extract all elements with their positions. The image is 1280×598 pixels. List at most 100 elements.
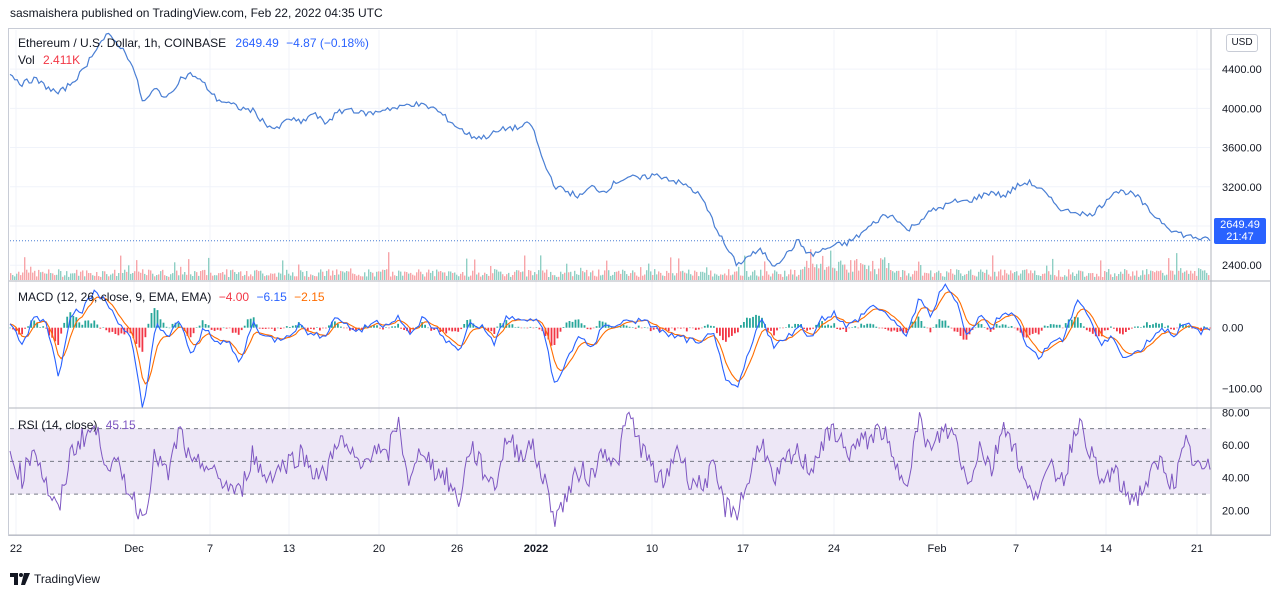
volume-bar: [1022, 270, 1024, 280]
macd-histogram-bar: [328, 325, 330, 328]
macd-histogram-bar: [382, 327, 384, 330]
volume-bar: [932, 276, 934, 280]
volume-bar: [272, 273, 274, 280]
macd-histogram-bar: [505, 320, 508, 328]
volume-bar: [202, 270, 204, 280]
macd-histogram-bar: [884, 327, 887, 329]
macd-histogram-bar: [448, 327, 451, 331]
macd-histogram-bar: [258, 327, 261, 329]
volume-bar: [984, 272, 986, 280]
volume-bar: [676, 273, 678, 280]
volume-bar: [1140, 275, 1142, 280]
volume-bar: [1190, 270, 1192, 280]
volume-bar: [550, 271, 552, 280]
volume-bar: [174, 262, 176, 280]
macd-histogram-bar: [33, 320, 36, 328]
volume-bar: [846, 269, 848, 280]
volume-bar: [678, 258, 680, 280]
macd-histogram-bar: [968, 327, 971, 335]
volume-bar: [882, 259, 884, 280]
volume-bar: [422, 274, 424, 280]
macd-histogram-bar: [511, 324, 514, 328]
volume-bar: [366, 276, 368, 280]
macd-histogram-bar: [544, 327, 547, 337]
volume-bar: [826, 267, 828, 280]
macd-histogram-bar: [249, 318, 252, 328]
volume-bar: [854, 260, 856, 280]
macd-histogram-bar: [493, 327, 496, 334]
volume-bar: [96, 272, 98, 280]
volume-bar: [492, 273, 494, 280]
volume-bar: [768, 274, 770, 280]
volume-bar: [1132, 271, 1134, 280]
macd-histogram-bar: [207, 325, 210, 328]
macd-histogram-bar: [749, 318, 751, 328]
volume-bar: [976, 276, 978, 280]
macd-histogram-bar: [713, 326, 715, 328]
volume-bar: [520, 272, 522, 280]
macd-histogram-bar: [430, 327, 433, 331]
macd-histogram-bar: [96, 324, 99, 328]
volume-bar: [86, 270, 88, 280]
volume-bar: [1086, 275, 1088, 280]
macd-histogram-bar: [583, 325, 586, 328]
volume-bar: [716, 274, 718, 280]
volume-bar: [564, 272, 566, 280]
macd-line: [9, 283, 1211, 408]
volume-bar: [534, 272, 536, 280]
volume-bar: [230, 270, 232, 280]
volume-bar: [1028, 273, 1030, 280]
volume-bar: [328, 269, 330, 280]
volume-bar: [556, 276, 558, 280]
volume-bar: [788, 274, 790, 280]
volume-bar: [1060, 276, 1062, 280]
volume-bar: [1056, 276, 1058, 280]
macd-histogram-bar: [30, 320, 33, 328]
price-axis-tick: 3200.00: [1222, 182, 1262, 194]
volume-bar: [340, 270, 342, 280]
volume-bar: [542, 270, 544, 280]
volume-bar: [1010, 270, 1012, 280]
rsi-axis-tick: 80.00: [1222, 407, 1250, 419]
volume-bar: [1136, 270, 1138, 280]
volume-bar: [280, 273, 282, 280]
volume-bar: [1126, 270, 1128, 280]
rsi-axis-tick: 60.00: [1222, 440, 1250, 452]
price-axis-tick: 2400.00: [1222, 260, 1262, 272]
footer-brand[interactable]: TradingView: [10, 572, 100, 586]
macd-histogram-bar: [1143, 325, 1145, 328]
volume-bar: [222, 272, 224, 280]
volume-bar: [1102, 277, 1104, 280]
macd-histogram-bar: [385, 327, 387, 328]
volume-value: 2.411K: [43, 53, 81, 67]
volume-bar: [28, 272, 30, 280]
volume-bar: [248, 276, 250, 280]
volume-bar: [712, 276, 714, 280]
volume-bar: [70, 273, 72, 280]
macd-histogram-bar: [875, 326, 878, 328]
macd-histogram-bar: [358, 327, 360, 329]
volume-bar: [1146, 269, 1148, 280]
macd-histogram-bar: [1055, 324, 1058, 328]
volume-bar: [814, 267, 816, 280]
volume-bar: [362, 276, 364, 280]
volume-bar: [196, 272, 198, 280]
volume-bar: [262, 273, 264, 280]
volume-bar: [254, 270, 256, 280]
volume-bar: [1144, 274, 1146, 280]
symbol-legend: Ethereum / U.S. Dollar, 1h, COINBASE 264…: [18, 36, 369, 50]
volume-bar: [14, 276, 16, 280]
volume-bar: [588, 276, 590, 280]
volume-bar: [1208, 275, 1210, 280]
macd-histogram-bar: [300, 325, 303, 328]
macd-histogram-bar: [1007, 326, 1010, 328]
macd-histogram-bar: [90, 323, 93, 328]
volume-bar: [860, 263, 862, 280]
macd-histogram-bar: [634, 327, 637, 329]
volume-bar: [992, 255, 994, 280]
volume-bar: [414, 275, 416, 280]
currency-button[interactable]: USD: [1226, 34, 1258, 52]
volume-bar: [524, 255, 526, 280]
volume-bar: [1182, 272, 1184, 280]
